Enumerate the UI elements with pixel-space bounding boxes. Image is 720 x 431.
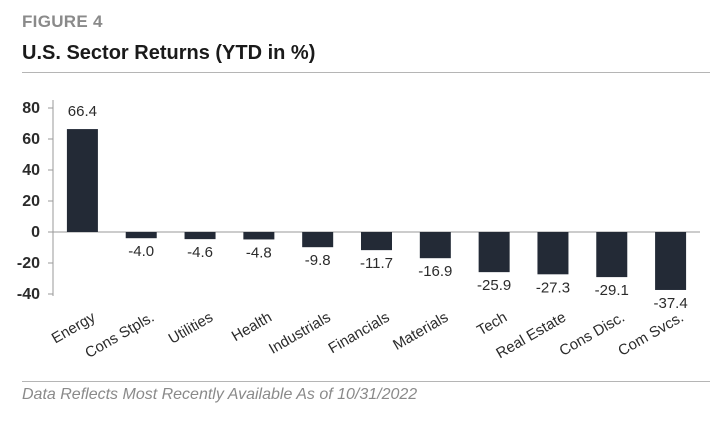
- data-label: -16.9: [418, 263, 452, 280]
- footnote: Data Reflects Most Recently Available As…: [22, 386, 418, 403]
- x-tick-label: Com Svcs.: [615, 309, 686, 360]
- top-divider: [22, 72, 710, 73]
- data-label: -25.9: [477, 277, 511, 294]
- bottom-divider: [22, 381, 710, 382]
- x-tick-label: Industrials: [266, 309, 334, 358]
- bar: [655, 232, 687, 290]
- bar: [66, 129, 98, 232]
- y-tick-label: 0: [31, 224, 40, 241]
- bar: [361, 232, 392, 251]
- bar: [478, 232, 510, 273]
- figure-label: FIGURE 4: [22, 12, 103, 31]
- bar: [184, 232, 216, 240]
- y-tick-label: -20: [17, 255, 40, 272]
- x-tick-label: Materials: [390, 309, 451, 354]
- data-label: 66.4: [68, 103, 97, 120]
- y-tick-label: 40: [22, 162, 40, 179]
- chart-title: U.S. Sector Returns (YTD in %): [22, 42, 316, 64]
- x-tick-label: Cons Disc.: [556, 309, 627, 360]
- data-label: -29.1: [595, 282, 629, 299]
- bar: [537, 232, 569, 275]
- y-tick-label: -40: [17, 286, 40, 303]
- bar: [302, 232, 334, 248]
- bar: [125, 232, 157, 239]
- y-tick-label: 60: [22, 131, 40, 148]
- data-label: -11.7: [360, 255, 393, 272]
- data-label: -37.4: [653, 295, 687, 312]
- data-label: -4.6: [187, 244, 213, 261]
- x-tick-label: Financials: [326, 309, 393, 357]
- y-tick-label: 20: [22, 193, 40, 210]
- data-label: -27.3: [536, 279, 570, 296]
- x-tick-label: Health: [229, 309, 275, 345]
- data-label: -4.0: [128, 243, 154, 260]
- y-tick-label: 80: [22, 100, 40, 117]
- bar: [419, 232, 451, 259]
- x-tick-label: Utilities: [166, 309, 216, 348]
- bar: [596, 232, 628, 278]
- data-label: -4.8: [246, 244, 272, 261]
- x-tick-label: Tech: [474, 309, 510, 340]
- data-label: -9.8: [305, 252, 331, 269]
- bar: [243, 232, 275, 240]
